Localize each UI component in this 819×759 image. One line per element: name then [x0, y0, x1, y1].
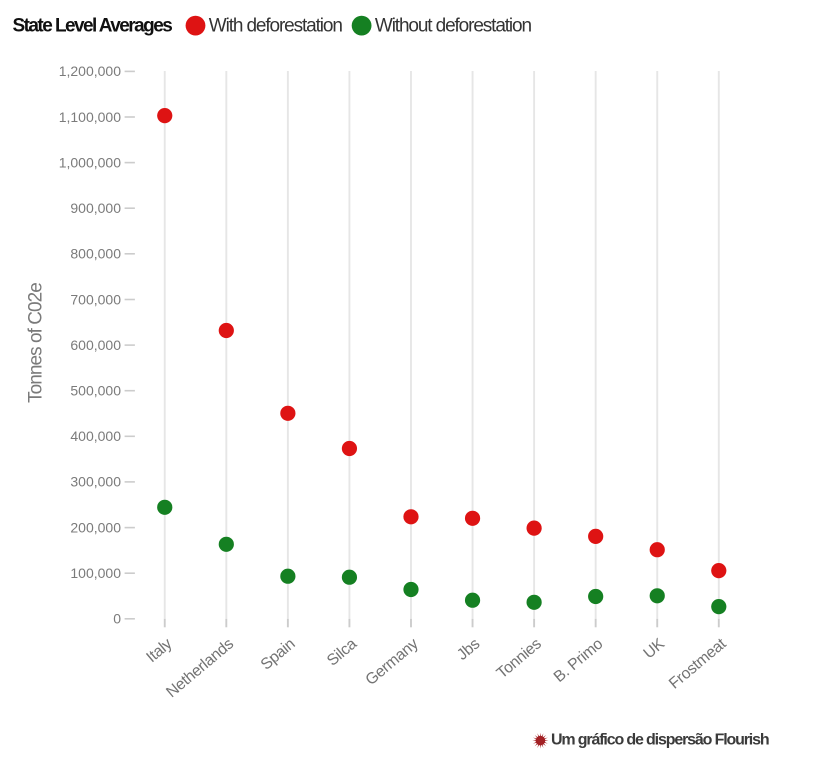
- svg-text:700,000: 700,000: [70, 291, 121, 307]
- svg-text:800,000: 800,000: [70, 246, 121, 262]
- svg-text:UK: UK: [641, 635, 669, 662]
- svg-text:1,200,000: 1,200,000: [59, 63, 121, 79]
- svg-text:Um gráfico de dispersão Flouri: Um gráfico de dispersão Flourish: [551, 732, 769, 749]
- svg-text:Jbs: Jbs: [454, 635, 483, 664]
- svg-text:1,000,000: 1,000,000: [59, 154, 121, 170]
- svg-text:300,000: 300,000: [70, 474, 121, 490]
- svg-text:Spain: Spain: [258, 636, 299, 674]
- svg-text:With deforestation: With deforestation: [209, 16, 343, 37]
- svg-text:200,000: 200,000: [70, 519, 121, 535]
- svg-text:B. Primo: B. Primo: [551, 635, 607, 686]
- svg-text:Without deforestation: Without deforestation: [375, 16, 532, 37]
- svg-text:Silca: Silca: [324, 635, 360, 669]
- svg-text:Frostmeat: Frostmeat: [666, 635, 730, 693]
- svg-text:0: 0: [113, 611, 121, 627]
- svg-text:900,000: 900,000: [70, 200, 121, 216]
- svg-text:1,100,000: 1,100,000: [59, 109, 121, 125]
- svg-text:100,000: 100,000: [70, 565, 121, 581]
- svg-text:Tonnes of C02e: Tonnes of C02e: [26, 283, 47, 403]
- svg-text:Tonnies: Tonnies: [494, 635, 545, 682]
- svg-text:500,000: 500,000: [70, 383, 121, 399]
- svg-text:Germany: Germany: [362, 635, 421, 689]
- svg-text:Italy: Italy: [143, 635, 175, 666]
- svg-text:600,000: 600,000: [70, 337, 121, 353]
- svg-text:State Level Averages: State Level Averages: [13, 16, 173, 37]
- svg-text:400,000: 400,000: [70, 428, 121, 444]
- svg-text:Netherlands: Netherlands: [163, 635, 237, 701]
